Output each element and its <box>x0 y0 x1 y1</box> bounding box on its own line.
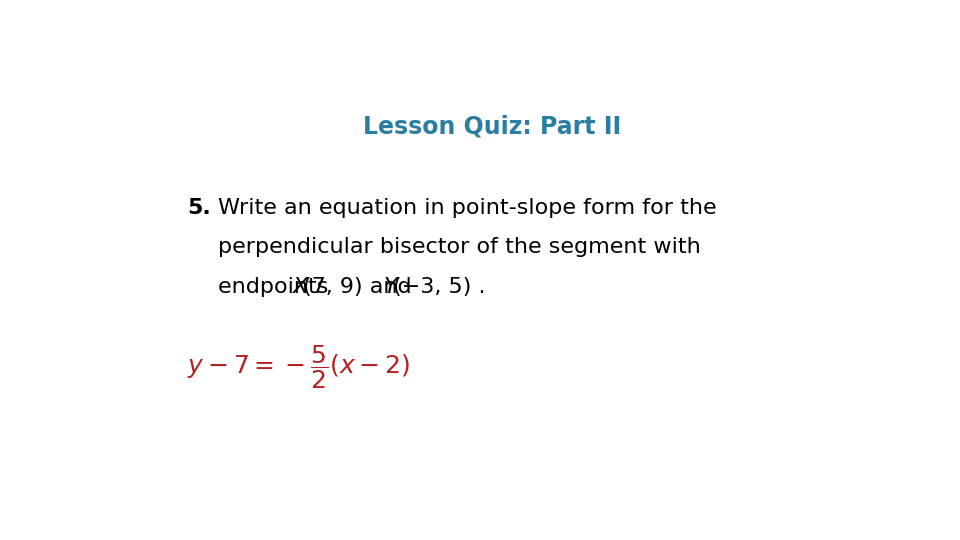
Text: (−3, 5) .: (−3, 5) . <box>394 277 486 297</box>
Text: perpendicular bisector of the segment with: perpendicular bisector of the segment wi… <box>218 238 701 258</box>
Text: 5.: 5. <box>187 198 210 218</box>
Text: Lesson Quiz: Part II: Lesson Quiz: Part II <box>363 114 621 139</box>
Text: endpoints: endpoints <box>218 277 336 297</box>
Text: Y: Y <box>384 277 397 297</box>
Text: $y-7=-\dfrac{5}{2}(x-2)$: $y-7=-\dfrac{5}{2}(x-2)$ <box>187 343 410 391</box>
Text: Write an equation in point-slope form for the: Write an equation in point-slope form fo… <box>218 198 717 218</box>
Text: X: X <box>293 277 308 297</box>
Text: (7, 9) and: (7, 9) and <box>303 277 420 297</box>
